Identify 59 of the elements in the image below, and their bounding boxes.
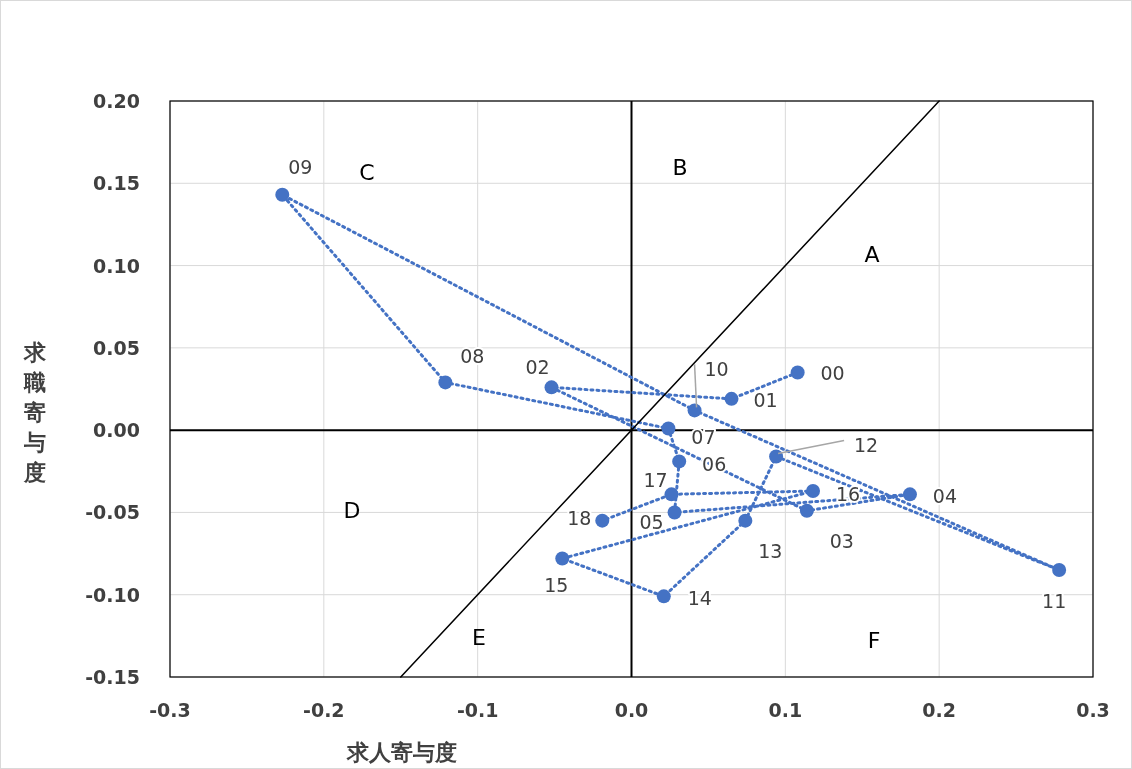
point xyxy=(555,551,570,566)
point xyxy=(687,403,702,418)
annotation: 00 xyxy=(820,361,845,384)
point xyxy=(595,513,610,528)
point xyxy=(790,365,805,380)
point xyxy=(738,513,753,528)
annotation: 04 xyxy=(932,485,958,508)
annotation: 14 xyxy=(687,587,712,610)
annotation: A xyxy=(864,242,880,267)
annotation: D xyxy=(343,498,361,523)
x-tick-label: 0.2 xyxy=(922,699,956,721)
annotation: 01 xyxy=(753,388,778,411)
point xyxy=(672,454,687,469)
annotation: 15 xyxy=(544,573,569,596)
annotation: E xyxy=(472,625,486,650)
x-tick-label: -0.3 xyxy=(149,699,191,721)
y-tick-label: -0.10 xyxy=(85,583,140,606)
y-tick-label: 0.05 xyxy=(93,336,140,359)
annotation: 13 xyxy=(758,539,783,562)
point xyxy=(544,380,559,395)
annotation: F xyxy=(867,628,881,653)
annotation: 09 xyxy=(288,155,313,178)
annotation: 12 xyxy=(854,434,879,457)
point xyxy=(1052,563,1067,578)
point xyxy=(724,391,739,406)
point xyxy=(667,505,682,520)
point xyxy=(769,449,784,464)
point xyxy=(275,187,290,202)
y-tick-label: 0.00 xyxy=(93,419,140,442)
y-axis-title: 求職寄与度 xyxy=(23,340,47,485)
x-tick-label: 0.1 xyxy=(768,699,803,721)
x-tick-label: -0.1 xyxy=(456,699,499,721)
annotation: 18 xyxy=(567,506,592,529)
point xyxy=(902,487,917,502)
annotation: 10 xyxy=(704,358,729,381)
y-tick-label: 0.15 xyxy=(93,172,140,195)
x-tick-label: -0.2 xyxy=(303,699,345,721)
x-tick-label: 0.3 xyxy=(1076,699,1110,721)
point xyxy=(806,484,821,499)
annotation: 07 xyxy=(691,426,716,449)
y-tick-label: -0.05 xyxy=(85,501,140,524)
point xyxy=(656,589,671,604)
annotation: 17 xyxy=(643,469,668,492)
annotation: 08 xyxy=(460,345,485,368)
y-tick-label: -0.15 xyxy=(85,666,140,688)
annotation: B xyxy=(672,155,688,180)
y-tick-label: 0.20 xyxy=(93,90,140,112)
point xyxy=(661,421,676,436)
x-axis-title: 求人寄与度 xyxy=(345,740,457,765)
annotation: 05 xyxy=(639,511,664,534)
annotation: C xyxy=(359,160,375,185)
annotation: 03 xyxy=(829,529,854,552)
x-tick-label: 0.0 xyxy=(614,699,649,721)
annotation: 02 xyxy=(525,356,550,379)
point xyxy=(799,503,814,518)
y-tick-label: 0.10 xyxy=(93,254,140,277)
annotation: 11 xyxy=(1042,590,1067,613)
point xyxy=(664,487,679,502)
point xyxy=(438,375,453,390)
